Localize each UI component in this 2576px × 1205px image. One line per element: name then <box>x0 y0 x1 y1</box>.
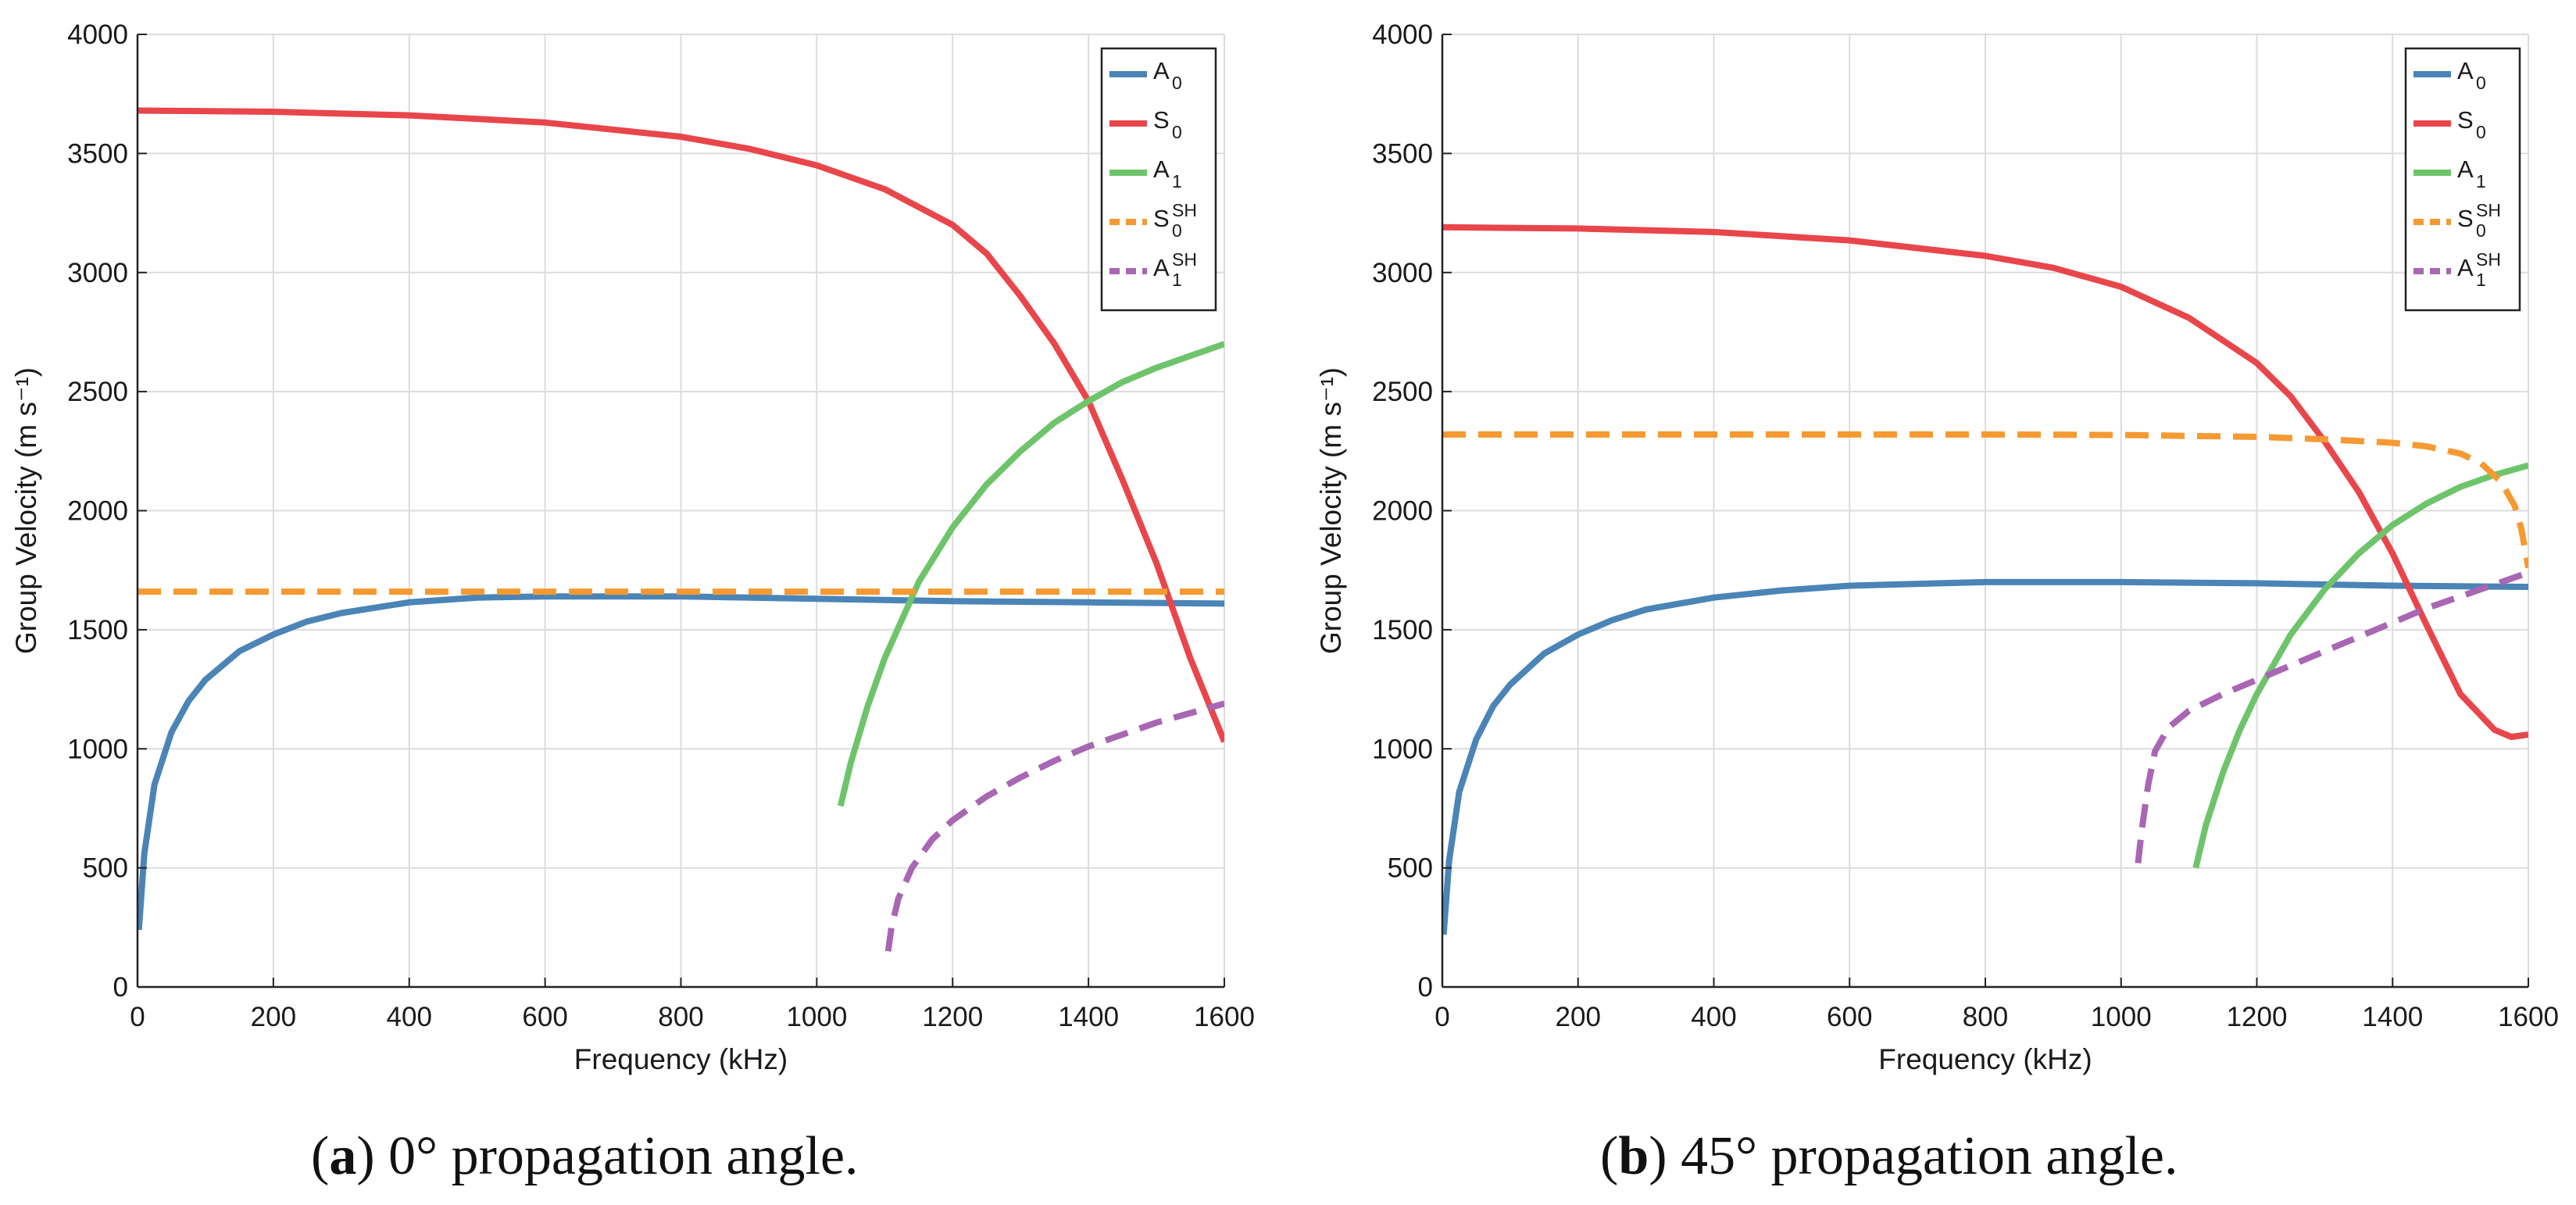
legend-label-a0: A <box>1153 57 1170 84</box>
chart-panel-b: 0 200 400 600 800 1000 1200 1400 160005001000150… <box>1315 20 2559 1075</box>
legend-label-a0: A <box>2457 57 2474 84</box>
series-line-a0 <box>138 593 1224 931</box>
series-line-s0 <box>138 107 1224 743</box>
legend-label-sub: 0 <box>1172 73 1182 93</box>
y-tick-label: 500 <box>83 853 128 884</box>
x-tick-label: 1200 <box>2227 1002 2288 1032</box>
x-tick-label: 800 <box>658 1002 703 1032</box>
y-tick-label: 3000 <box>1372 258 1433 288</box>
x-tick-label: 1200 <box>922 1002 983 1032</box>
legend-box <box>1100 47 1217 312</box>
y-tick-label: 3500 <box>1372 138 1433 169</box>
y-tick-label: 1000 <box>1372 734 1433 764</box>
y-tick-label: 3000 <box>67 258 128 288</box>
x-axis-label: Frequency (kHz) <box>1878 1043 2092 1075</box>
series-line-a1 <box>837 341 1224 807</box>
legend-label-base: A <box>1153 57 1170 84</box>
x-tick-label: 1600 <box>1194 1002 1255 1032</box>
legend-label-a1sh: A <box>1153 254 1170 281</box>
legend-label-sup: SH <box>2476 200 2501 220</box>
series-line-s0sh <box>1442 431 2528 569</box>
y-axis-label: Group Velocity (m s⁻¹) <box>10 367 42 654</box>
legend-label-sub: 0 <box>2476 122 2486 142</box>
legend-label-sup: SH <box>2476 249 2501 270</box>
x-tick-label: 1400 <box>2362 1002 2423 1032</box>
legend-label-base: A <box>2457 254 2474 281</box>
legend-label-base: A <box>1153 254 1170 281</box>
legend-label-sub: 0 <box>2476 73 2486 93</box>
legend-label-s0: S <box>2457 106 2474 134</box>
x-axis-label: Frequency (kHz) <box>574 1043 788 1075</box>
x-tick-label: 1000 <box>2091 1002 2152 1032</box>
y-tick-label: 1500 <box>1372 615 1433 645</box>
legend-label-base: A <box>1153 156 1170 183</box>
legend-label-sub: 1 <box>1172 171 1182 191</box>
legend-label-sub: 0 <box>2476 220 2486 241</box>
legend-label-base: A <box>2457 156 2474 183</box>
series-line-a0 <box>1442 578 2528 935</box>
y-tick-label: 3500 <box>67 138 128 169</box>
y-tick-label: 1000 <box>67 734 128 764</box>
y-tick-label: 2000 <box>1372 496 1433 527</box>
x-tick-label: 1000 <box>786 1002 847 1032</box>
legend-label-a1: A <box>1153 156 1170 183</box>
legend-label-base: A <box>2457 57 2474 84</box>
legend-label-s0sh: S <box>2457 205 2474 232</box>
legend-label-base: S <box>1153 106 1170 134</box>
x-tick-label: 400 <box>387 1002 432 1032</box>
series-line-s0 <box>1442 223 2528 740</box>
y-tick-label: 500 <box>1388 853 1433 884</box>
y-tick-label: 0 <box>1418 972 1433 1003</box>
x-tick-label: 200 <box>1556 1002 1601 1032</box>
legend-label-sub: 0 <box>1172 122 1182 142</box>
legend-label-sup: SH <box>1172 200 1197 220</box>
legend-label-a1sh: A <box>2457 254 2474 281</box>
caption-b: (b) 45° propagation angle. <box>1600 1126 2178 1186</box>
x-tick-label: 1400 <box>1058 1002 1119 1032</box>
caption-a: (a) 0° propagation angle. <box>311 1126 859 1186</box>
y-tick-label: 2500 <box>1372 377 1433 407</box>
legend-label-a1: A <box>2457 156 2474 183</box>
legend-label-s0sh: S <box>1153 205 1170 232</box>
legend-label-base: S <box>2457 205 2474 232</box>
legend-label-base: S <box>1153 205 1170 232</box>
x-tick-label: 800 <box>1963 1002 2008 1032</box>
series-line-a1sh <box>884 700 1224 952</box>
x-tick-label: 1600 <box>2498 1002 2559 1032</box>
legend-label-s0: S <box>1153 106 1170 134</box>
x-tick-label: 200 <box>251 1002 296 1032</box>
x-tick-label: 400 <box>1691 1002 1736 1032</box>
y-tick-label: 2000 <box>67 496 128 527</box>
y-tick-label: 2500 <box>67 377 128 407</box>
x-tick-label: 600 <box>522 1002 567 1032</box>
y-tick-label: 4000 <box>1372 20 1433 50</box>
legend-label-base: S <box>2457 106 2474 134</box>
chart-panel-a: 0 200 400 600 800 1000 1200 1400 160005001000150… <box>10 20 1255 1075</box>
y-tick-label: 1500 <box>67 615 128 645</box>
legend-label-sub: 1 <box>1172 270 1182 290</box>
legend-label-sub: 0 <box>1172 220 1182 241</box>
series-line-a1 <box>2192 462 2528 869</box>
x-tick-label: 0 <box>130 1002 145 1032</box>
legend-label-sup: SH <box>1172 249 1197 270</box>
y-tick-label: 4000 <box>67 20 128 50</box>
y-tick-label: 0 <box>113 972 128 1003</box>
legend-label-sub: 1 <box>2476 270 2486 290</box>
y-axis-label: Group Velocity (m s⁻¹) <box>1315 367 1347 654</box>
series-line-a1sh <box>2135 569 2528 864</box>
x-tick-label: 0 <box>1434 1002 1449 1032</box>
legend-box <box>2404 47 2521 312</box>
x-tick-label: 600 <box>1827 1002 1872 1032</box>
legend-label-sub: 1 <box>2476 171 2486 191</box>
